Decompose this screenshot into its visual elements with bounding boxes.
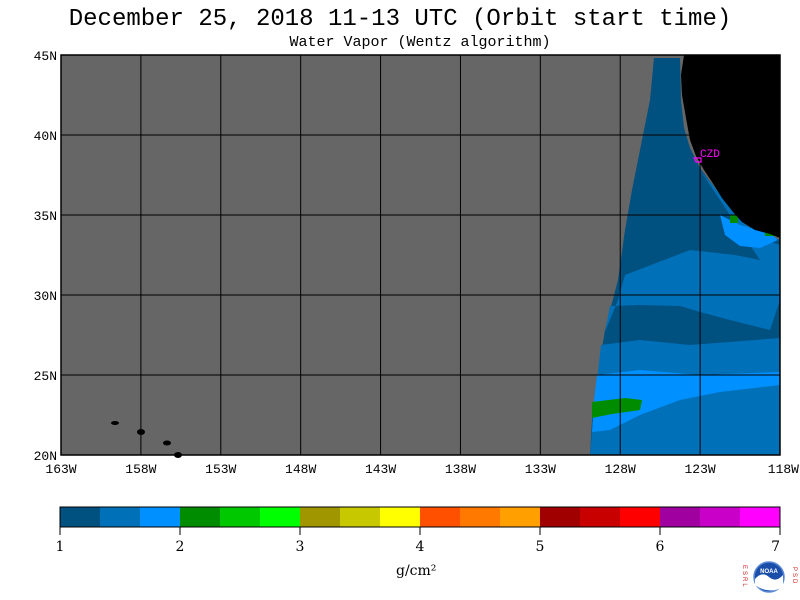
colorbar-swatch xyxy=(300,507,341,527)
colorbar-tick-label: 2 xyxy=(176,539,185,555)
lat-label: 35N xyxy=(34,209,57,224)
colorbar-ticks: 1 2 3 4 5 6 7 xyxy=(56,527,781,555)
colorbar-swatch xyxy=(220,507,261,527)
colorbar-swatch xyxy=(540,507,581,527)
logo-right-letters: PSD xyxy=(791,567,797,585)
swath-green-patch xyxy=(592,398,642,418)
colorbar-units: g/cm² xyxy=(396,563,437,579)
lat-label: 30N xyxy=(34,289,57,304)
colorbar-swatch xyxy=(500,507,541,527)
lon-label: 118W xyxy=(768,462,799,477)
colorbar xyxy=(60,507,781,527)
lat-label: 45N xyxy=(34,49,57,64)
colorbar-swatch xyxy=(660,507,701,527)
lat-label: 20N xyxy=(34,449,57,464)
swath-medium-blue xyxy=(605,170,780,332)
station-marker: CZD xyxy=(693,149,720,163)
lat-label: 40N xyxy=(34,129,57,144)
station-label: CZD xyxy=(700,149,720,161)
colorbar-swatch xyxy=(60,507,101,527)
colorbar-tick-label: 1 xyxy=(56,539,65,555)
colorbar-tick-label: 5 xyxy=(536,539,545,555)
colorbar-swatch xyxy=(180,507,221,527)
lon-label: 128W xyxy=(605,462,636,477)
lon-label: 143W xyxy=(365,462,396,477)
lon-label: 133W xyxy=(525,462,556,477)
colorbar-swatch xyxy=(380,507,421,527)
colorbar-swatch xyxy=(740,507,781,527)
noaa-wave-icon xyxy=(755,574,783,591)
lon-label: 153W xyxy=(205,462,236,477)
swath-light-blue xyxy=(592,370,780,432)
colorbar-tick-label: 6 xyxy=(656,539,665,555)
swath-light-blue-coast xyxy=(720,215,778,248)
map-border xyxy=(60,54,781,456)
lon-label: 123W xyxy=(685,462,716,477)
land-mass xyxy=(681,55,780,238)
colorbar-swatch xyxy=(100,507,141,527)
water-vapor-swath xyxy=(590,58,780,455)
colorbar-swatch xyxy=(620,507,661,527)
noaa-logo: NOAA ESRL PSD xyxy=(741,561,797,593)
colorbar-swatch xyxy=(340,507,381,527)
island-maui xyxy=(163,440,171,446)
longitude-labels: 163W 158W 153W 148W 143W 138W 133W 128W 123W 118W xyxy=(45,462,799,477)
colorbar-swatch xyxy=(420,507,461,527)
noaa-logo-text: NOAA xyxy=(760,569,778,575)
lon-label: 138W xyxy=(445,462,476,477)
colorbar-tick-label: 3 xyxy=(296,539,305,555)
page-subtitle: Water Vapor (Wentz algorithm) xyxy=(289,34,551,51)
latitude-labels: 45N 40N 35N 30N 25N 20N xyxy=(34,49,57,464)
lon-label: 163W xyxy=(45,462,76,477)
colorbar-swatch xyxy=(700,507,741,527)
swath-green-coast xyxy=(730,215,738,223)
map-grid xyxy=(61,55,780,455)
colorbar-swatch xyxy=(260,507,301,527)
colorbar-swatch xyxy=(460,507,501,527)
island-kauai xyxy=(111,421,119,425)
lon-label: 148W xyxy=(285,462,316,477)
colorbar-tick-label: 7 xyxy=(771,539,780,555)
page-title: December 25, 2018 11-13 UTC (Orbit start… xyxy=(68,6,732,33)
colorbar-swatch xyxy=(140,507,181,527)
lon-label: 158W xyxy=(125,462,156,477)
station-icon xyxy=(693,157,702,163)
colorbar-tick-label: 4 xyxy=(416,539,425,555)
logo-left-letters: ESRL xyxy=(741,565,747,589)
colorbar-swatch xyxy=(580,507,621,527)
lat-label: 25N xyxy=(34,369,57,384)
